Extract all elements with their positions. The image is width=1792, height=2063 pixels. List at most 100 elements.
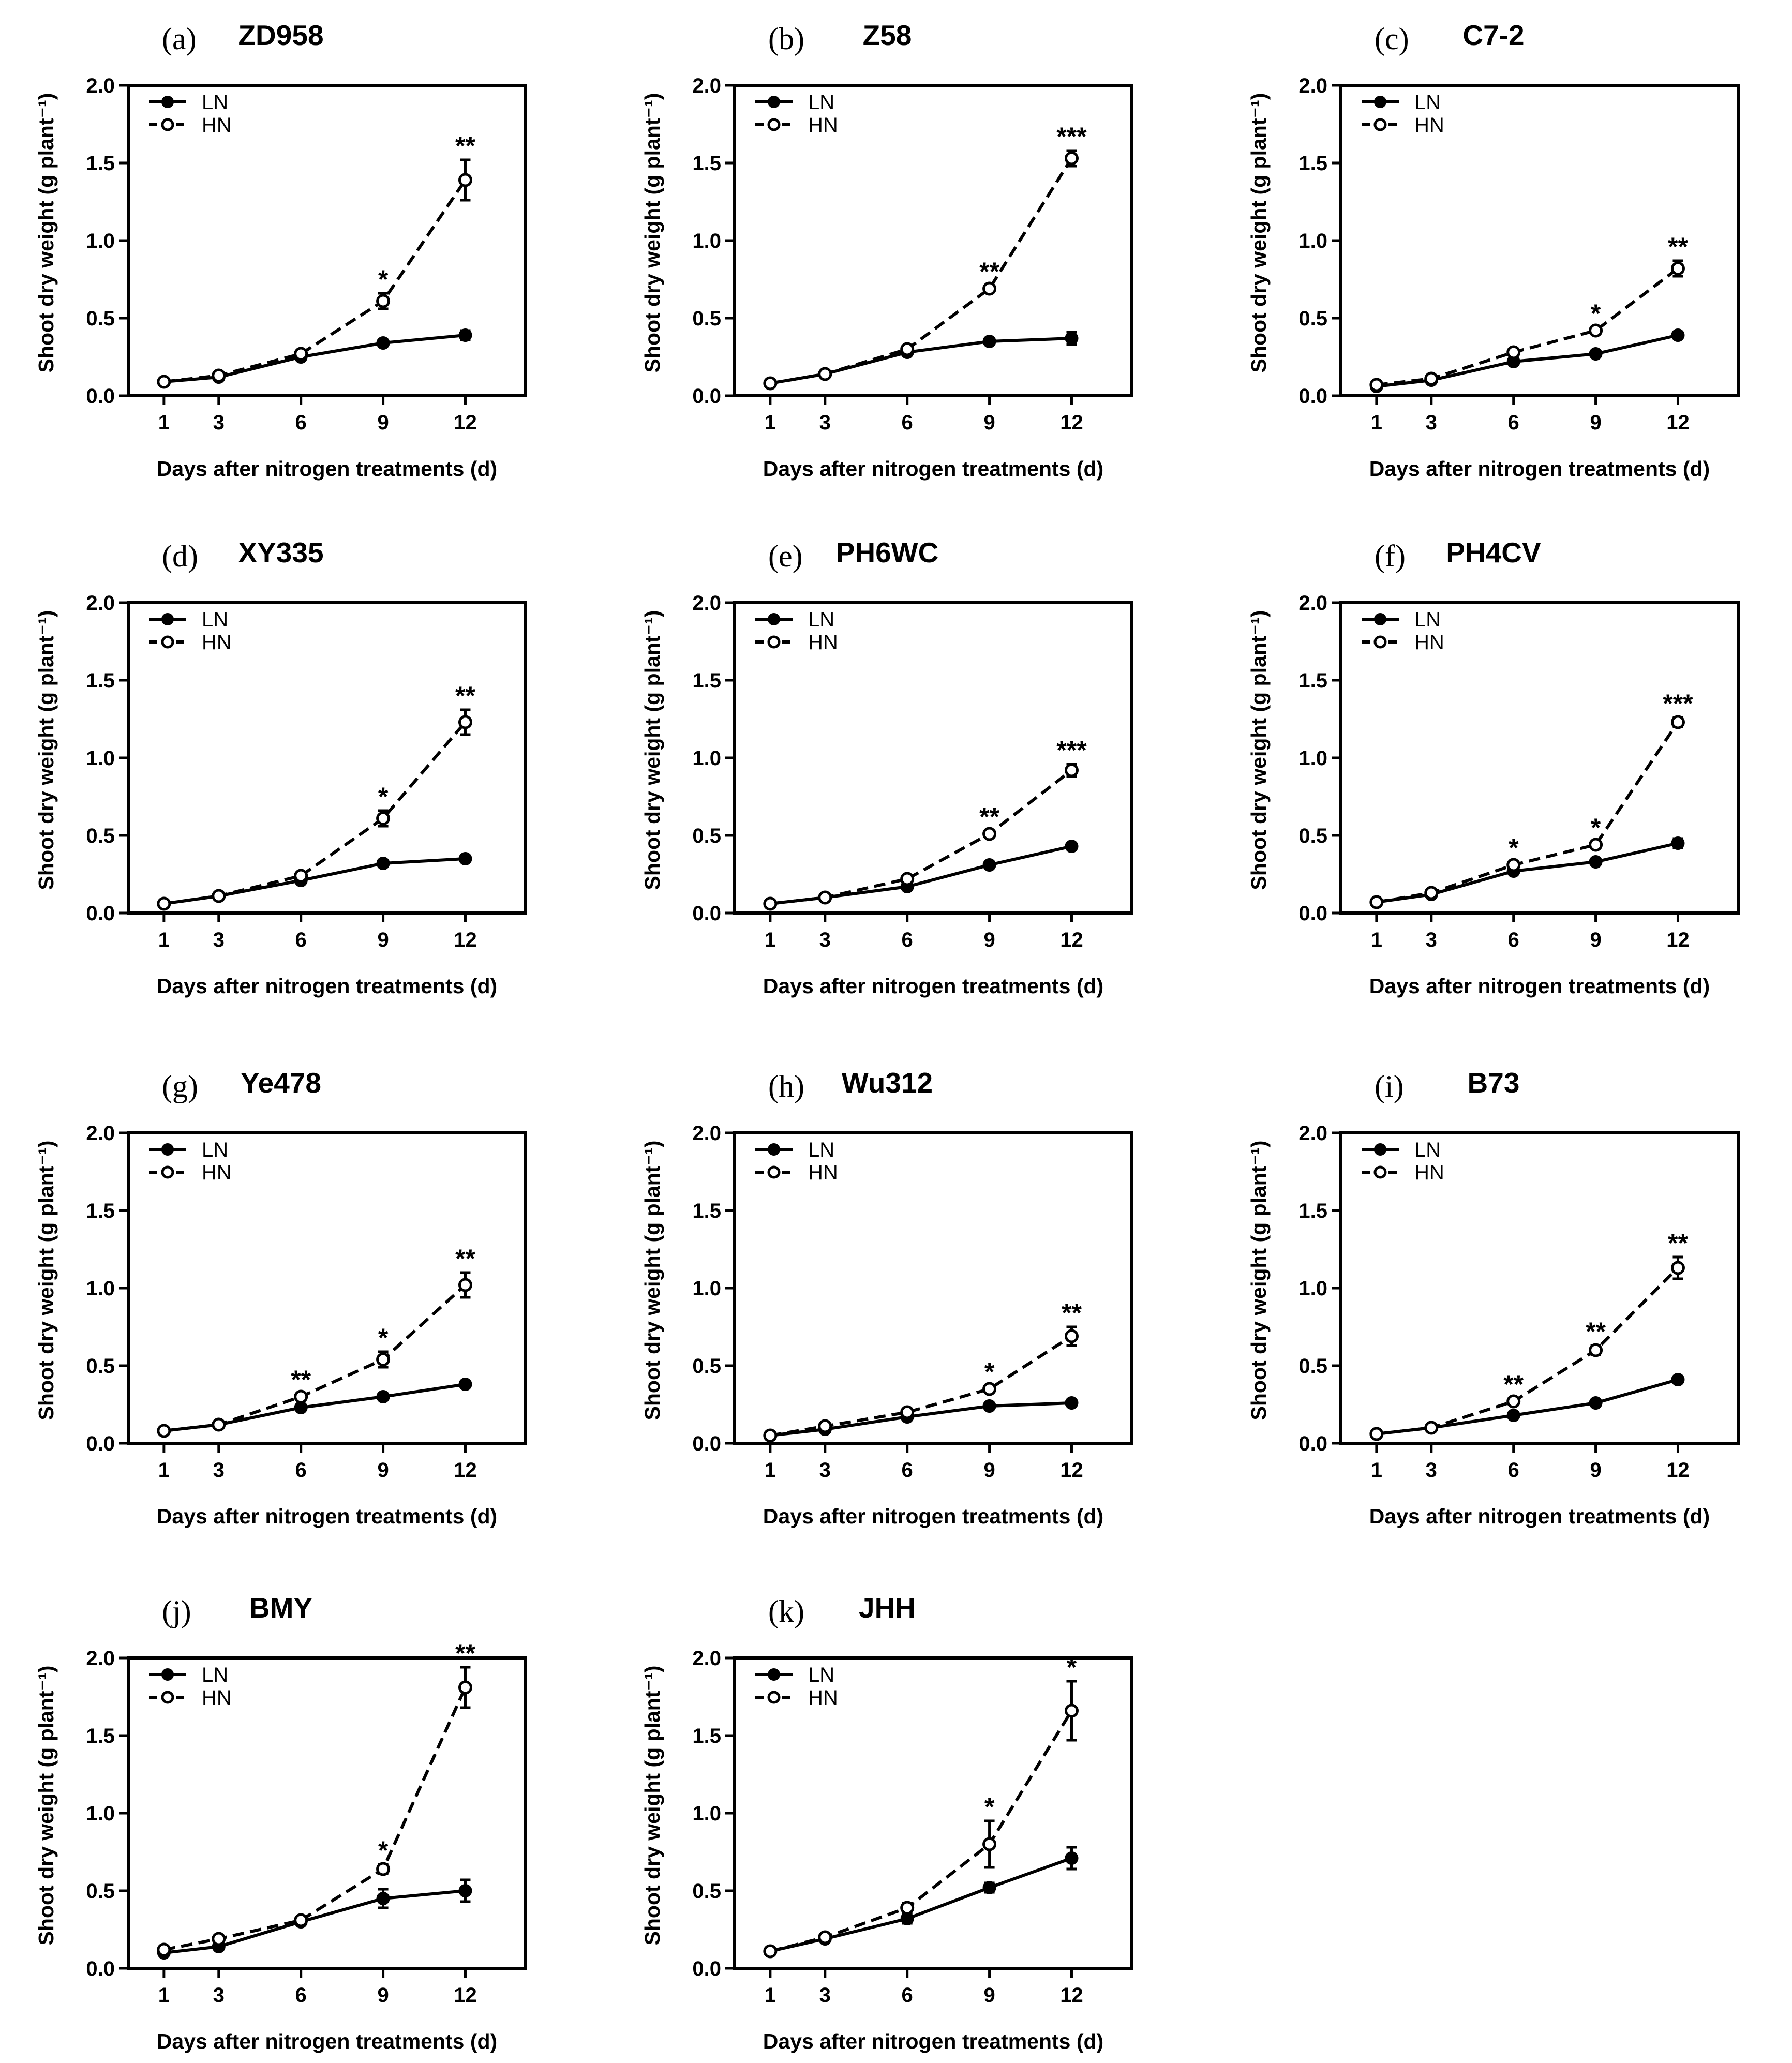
y-tick-label: 0.5 xyxy=(692,1880,721,1903)
legend-item-hn: HN xyxy=(755,1686,838,1709)
y-tick-label: 0.0 xyxy=(1298,385,1327,408)
data-point xyxy=(1064,151,1079,166)
data-point xyxy=(1369,1427,1384,1441)
significance-mark: * xyxy=(1591,299,1601,328)
y-tick-label: 1.5 xyxy=(86,152,115,175)
y-tick-label: 0.5 xyxy=(692,307,721,330)
y-tick-label: 2.0 xyxy=(692,1647,721,1670)
x-tick-label: 3 xyxy=(213,411,225,434)
significance-mark: ** xyxy=(455,681,475,710)
series-line xyxy=(770,1401,1072,1437)
y-tick-label: 1.0 xyxy=(692,1277,721,1300)
data-point xyxy=(376,294,391,308)
series-line xyxy=(770,1335,1073,1437)
x-tick-label: 6 xyxy=(1508,411,1519,434)
data-point xyxy=(212,368,226,383)
data-point xyxy=(458,1278,472,1292)
series-line xyxy=(770,769,1073,905)
series-line xyxy=(1376,721,1679,904)
panel-title: PH6WC xyxy=(836,536,939,569)
significance-mark: ** xyxy=(1586,1317,1606,1346)
data-point xyxy=(458,1884,472,1897)
y-tick-label: 0.0 xyxy=(86,1432,115,1455)
data-point xyxy=(376,336,390,350)
legend-marker xyxy=(767,1691,781,1704)
data-point xyxy=(763,1428,778,1443)
x-tick-label: 1 xyxy=(765,929,776,951)
panel-letter: (k) xyxy=(768,1594,804,1628)
series-hn xyxy=(763,149,1079,391)
legend-label: HN xyxy=(808,631,838,654)
legend-marker xyxy=(1373,635,1387,649)
y-tick-label: 2.0 xyxy=(692,592,721,615)
x-axis-title: Days after nitrogen treatments (d) xyxy=(763,2029,1103,2053)
data-point xyxy=(458,715,472,729)
data-point xyxy=(376,1390,390,1403)
legend-marker xyxy=(161,118,174,131)
x-tick-label: 6 xyxy=(1508,929,1519,951)
legend-item-hn: HN xyxy=(755,631,838,654)
x-tick-label: 6 xyxy=(902,1459,913,1482)
data-point xyxy=(294,347,308,361)
x-tick-label: 12 xyxy=(454,929,477,951)
legend-label: LN xyxy=(1414,91,1441,114)
legend-item-ln: LN xyxy=(149,608,228,631)
x-axis-title: Days after nitrogen treatments (d) xyxy=(763,974,1103,998)
panel-title: PH4CV xyxy=(1446,536,1541,569)
x-tick-label: 12 xyxy=(454,1984,477,2007)
significance-mark: ** xyxy=(979,257,999,286)
data-point xyxy=(1671,836,1685,850)
panel-ye478: (g) Ye478 0.0 0.5 1.0 1.5 2.0 1 3 6 9 12 Days after … xyxy=(34,1067,527,1528)
legend-item-ln: LN xyxy=(1362,608,1441,631)
legend-marker xyxy=(161,1165,174,1179)
x-tick-label: 1 xyxy=(1371,929,1382,951)
series-ln xyxy=(157,328,472,388)
legend-label: LN xyxy=(202,608,228,631)
y-tick-label: 0.0 xyxy=(86,1957,115,1980)
legend-label: LN xyxy=(808,608,834,631)
y-tick-label: 0.5 xyxy=(86,1880,115,1903)
x-tick-label: 12 xyxy=(1666,411,1690,434)
data-point xyxy=(376,1892,390,1905)
significance-mark: ** xyxy=(1668,1229,1688,1258)
x-tick-label: 9 xyxy=(377,1459,389,1482)
data-point xyxy=(294,869,308,883)
series-hn xyxy=(157,708,472,911)
x-tick-label: 3 xyxy=(213,929,225,951)
x-tick-label: 9 xyxy=(983,929,995,951)
legend-item-hn: HN xyxy=(755,1161,838,1184)
panel-bmy: (j) BMY 0.0 0.5 1.0 1.5 2.0 1 3 6 9 12 Days after ni… xyxy=(34,1592,527,2053)
panel-letter: (g) xyxy=(162,1069,198,1103)
y-tick-label: 0.5 xyxy=(692,825,721,847)
x-tick-label: 12 xyxy=(1060,1984,1083,2007)
legend-label: HN xyxy=(808,1686,838,1709)
series-hn xyxy=(157,1271,472,1438)
x-tick-label: 12 xyxy=(1060,1459,1083,1482)
legend-marker xyxy=(768,96,780,108)
legend-item-ln: LN xyxy=(1362,1139,1441,1161)
data-point xyxy=(818,367,832,381)
data-point xyxy=(1369,895,1384,909)
data-point xyxy=(1670,261,1685,276)
y-tick-label: 2.0 xyxy=(86,592,115,615)
x-tick-label: 6 xyxy=(902,1984,913,2007)
legend-marker xyxy=(1374,1143,1386,1156)
x-tick-label: 9 xyxy=(983,1984,995,2007)
y-tick-label: 2.0 xyxy=(86,1647,115,1670)
series-hn xyxy=(1369,1255,1685,1441)
panel-letter: (c) xyxy=(1375,22,1409,56)
panel-title: Ye478 xyxy=(241,1067,321,1099)
legend-label: HN xyxy=(808,114,838,137)
data-point xyxy=(458,852,472,865)
data-point xyxy=(458,173,472,187)
series-hn xyxy=(157,158,472,389)
panel-z58: (b) Z58 0.0 0.5 1.0 1.5 2.0 1 3 6 9 12 Days after ni… xyxy=(640,19,1133,481)
data-point xyxy=(982,1399,996,1413)
data-point xyxy=(157,1424,171,1438)
series-line xyxy=(163,1686,467,1951)
data-point xyxy=(900,1901,915,1915)
panel-letter: (a) xyxy=(162,22,197,56)
legend-label: LN xyxy=(808,1139,834,1161)
legend-marker xyxy=(768,1668,780,1681)
data-point xyxy=(212,1932,226,1946)
